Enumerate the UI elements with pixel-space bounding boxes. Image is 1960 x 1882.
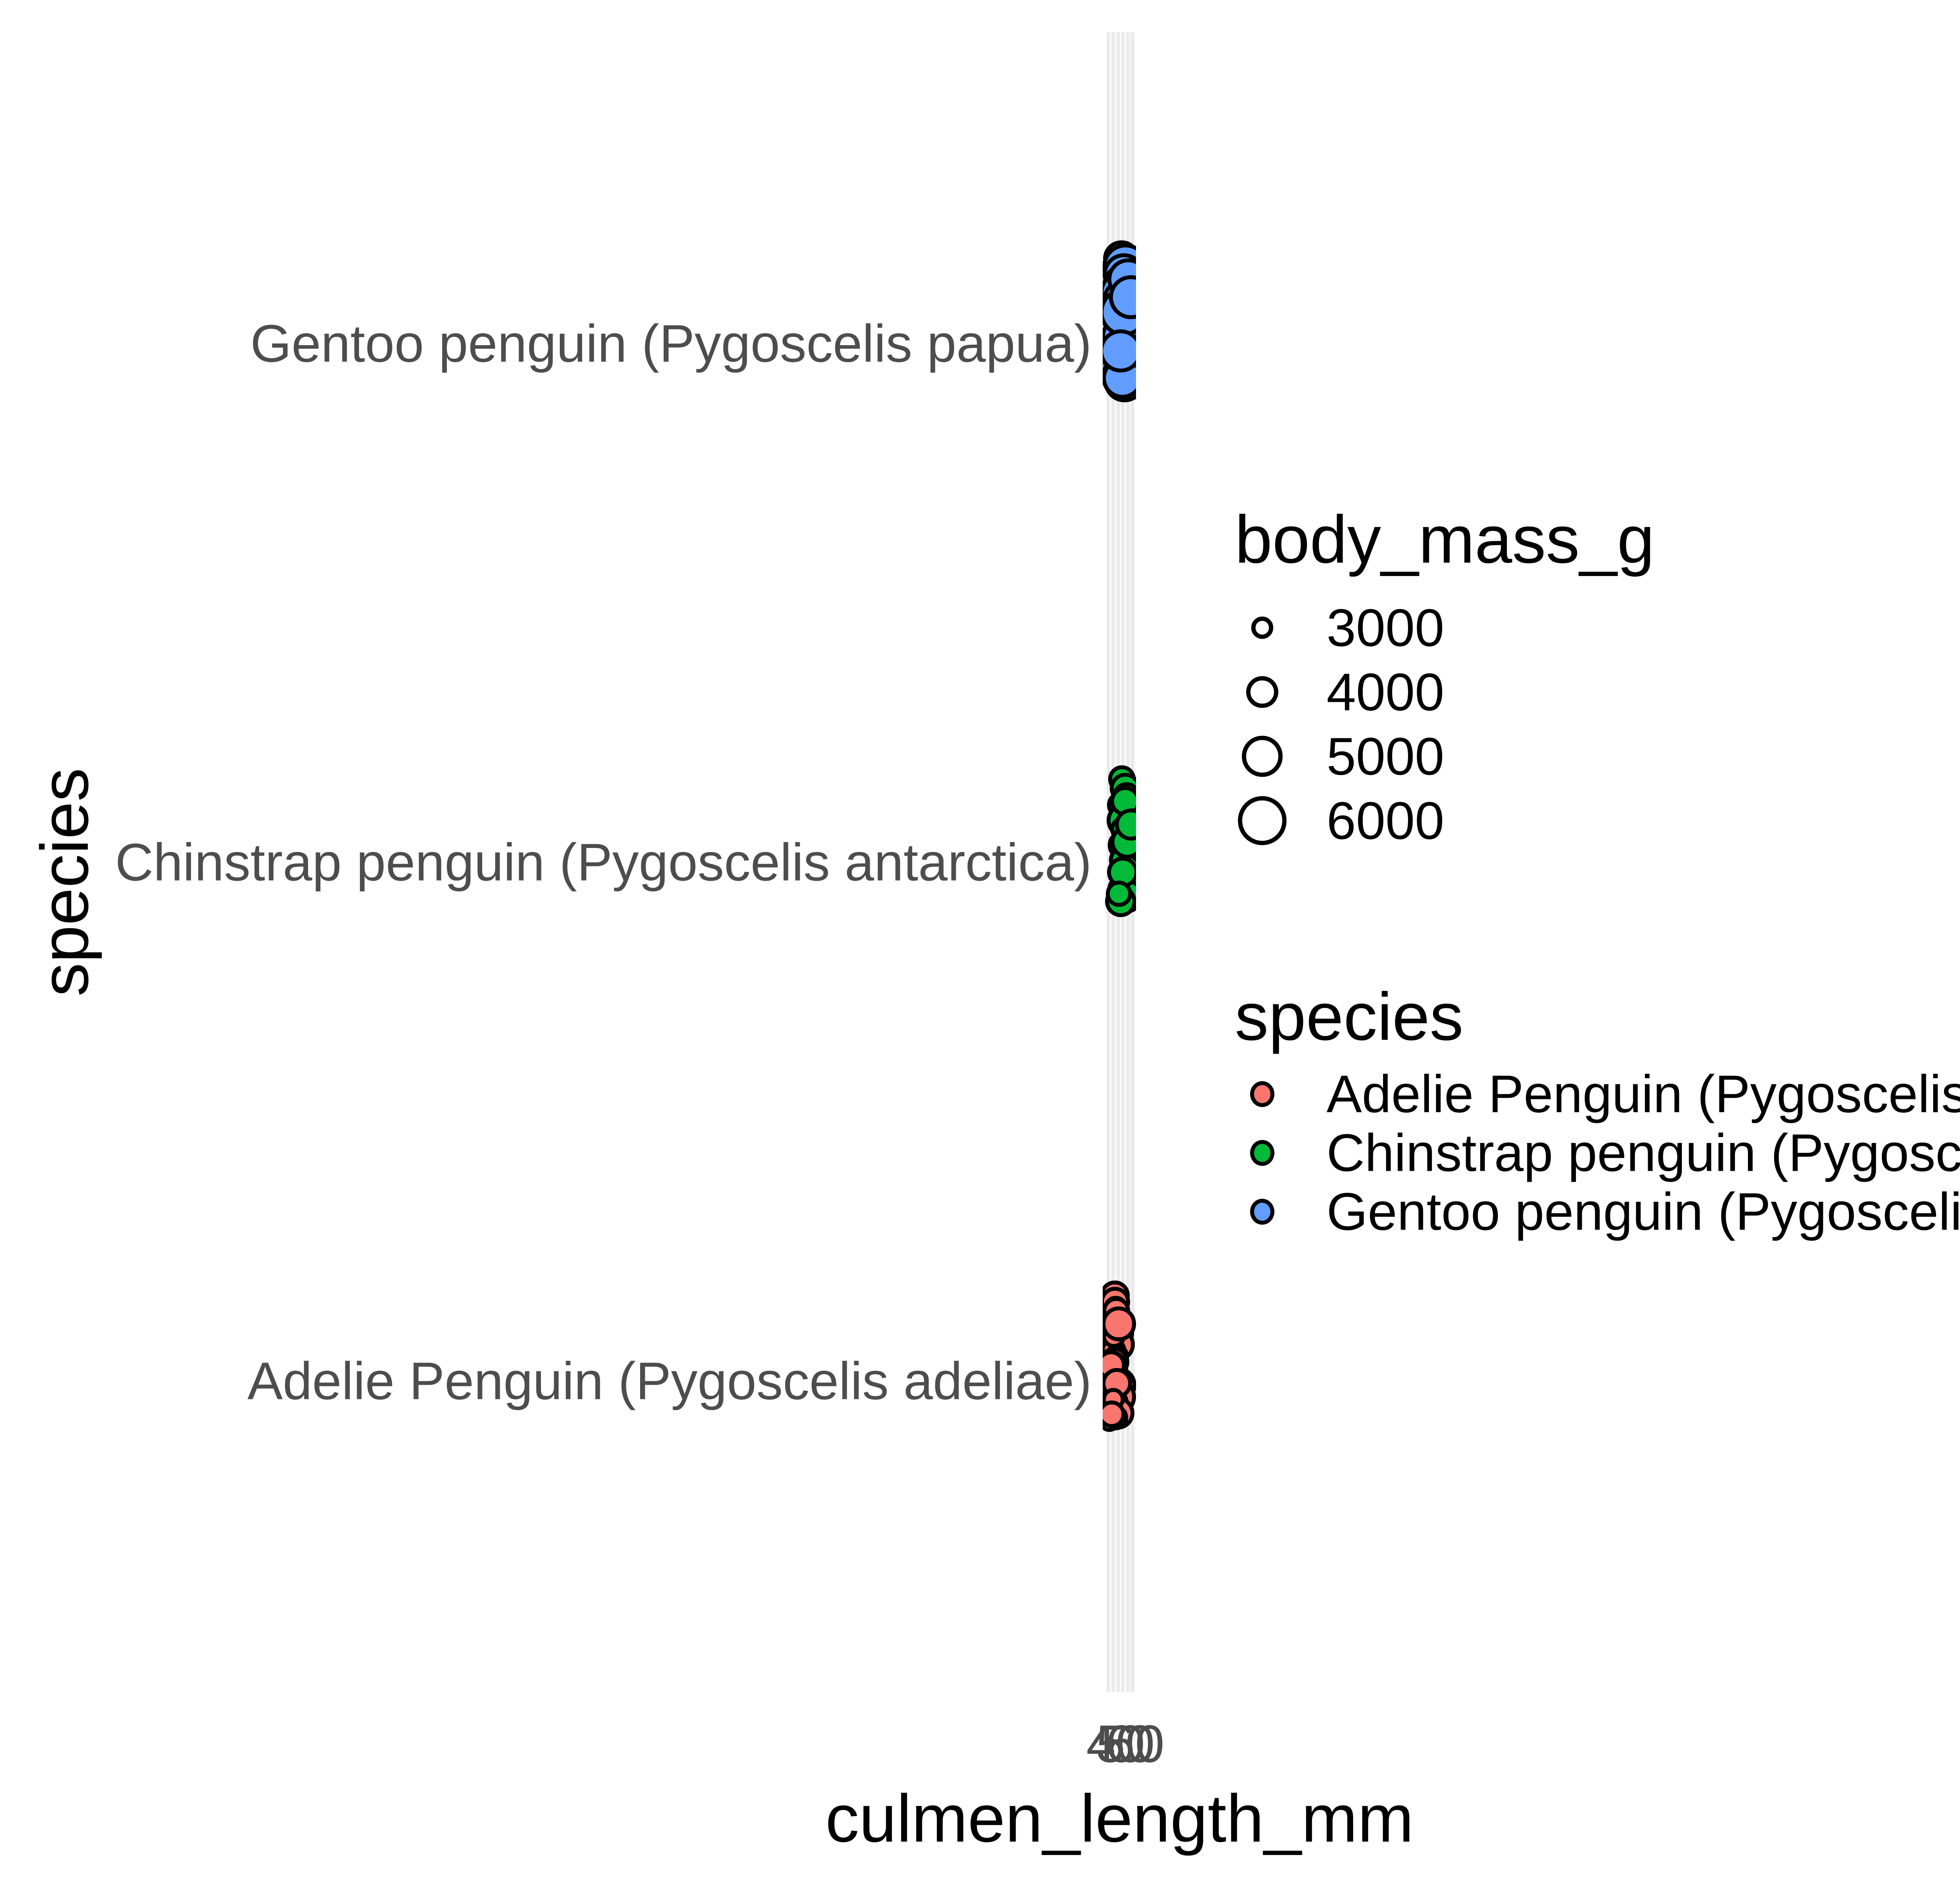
- size-key-box: [1235, 796, 1290, 845]
- x-axis-title: culmen_length_mm: [825, 1781, 1414, 1856]
- size-legend-label: 3000: [1327, 598, 1445, 658]
- size-legend-label: 4000: [1327, 662, 1445, 722]
- plot-panel: [1103, 32, 1136, 1692]
- x-tick-label: 50: [1096, 1714, 1155, 1773]
- size-legend-entry: 5000: [1235, 730, 1444, 783]
- size-key-box: [1235, 736, 1290, 777]
- color-legend-entry: Gentoo penguin (Pygoscelis papua): [1235, 1185, 1960, 1238]
- size-key-box: [1235, 616, 1290, 639]
- size-legend-entry: 4000: [1235, 666, 1444, 719]
- size-key-circle: [1238, 796, 1287, 845]
- size-key-circle: [1251, 616, 1274, 639]
- data-point: [1115, 808, 1136, 841]
- size-legend-entry: 3000: [1235, 601, 1444, 654]
- size-legend-entry: 6000: [1235, 794, 1444, 847]
- data-point: [1103, 329, 1136, 373]
- color-legend-label: Gentoo penguin (Pygoscelis papua): [1327, 1182, 1960, 1241]
- color-key-dot: [1250, 1081, 1274, 1107]
- color-legend-entry: Adelie Penguin (Pygoscelis adeliae): [1235, 1068, 1960, 1121]
- color-key-dot: [1250, 1199, 1274, 1224]
- y-tick-label: Chinstrap penguin (Pygoscelis antarctica…: [115, 832, 1092, 892]
- size-key-box: [1235, 676, 1290, 708]
- color-legend-title: species: [1235, 979, 1464, 1054]
- data-point: [1106, 880, 1132, 907]
- y-axis-title: species: [27, 768, 102, 997]
- color-key-box: [1235, 1081, 1290, 1107]
- size-legend-title: body_mass_g: [1235, 502, 1655, 577]
- x-tick-label: 40: [1086, 1714, 1145, 1773]
- x-tick-label: 60: [1105, 1714, 1165, 1773]
- y-tick-label: Adelie Penguin (Pygoscelis adeliae): [247, 1351, 1092, 1411]
- color-key-box: [1235, 1199, 1290, 1224]
- size-legend-label: 6000: [1327, 791, 1445, 850]
- size-legend-label: 5000: [1327, 727, 1445, 786]
- data-point: [1103, 1306, 1136, 1341]
- data-point: [1103, 1401, 1125, 1428]
- y-tick-label: Gentoo penguin (Pygoscelis papua): [250, 314, 1092, 373]
- size-key-circle: [1241, 736, 1283, 777]
- color-legend-entry: Chinstrap penguin (Pygoscelis antarctica…: [1235, 1126, 1960, 1179]
- color-legend-label: Chinstrap penguin (Pygoscelis antarctica…: [1327, 1123, 1960, 1183]
- size-key-circle: [1246, 676, 1278, 708]
- color-legend-label: Adelie Penguin (Pygoscelis adeliae): [1327, 1064, 1960, 1124]
- color-key-dot: [1250, 1140, 1274, 1166]
- color-key-box: [1235, 1140, 1290, 1166]
